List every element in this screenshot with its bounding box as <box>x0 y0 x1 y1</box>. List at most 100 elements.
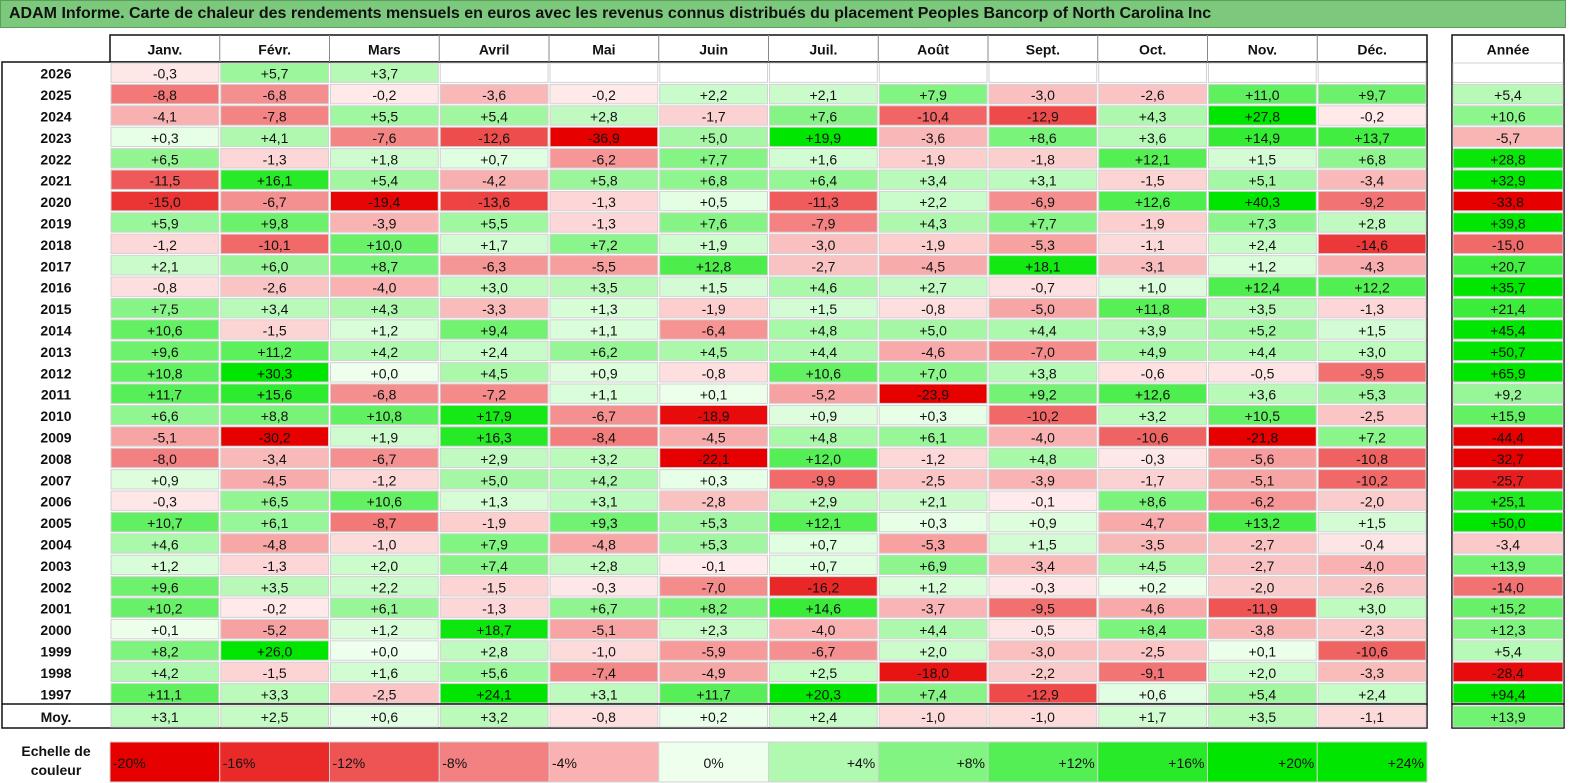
year-total-value: -25,7 <box>1492 472 1524 488</box>
cell-value: +7,9 <box>919 87 947 103</box>
cell-value: -1,3 <box>1360 301 1384 317</box>
heatmap-cell <box>1317 105 1427 126</box>
heatmap-cell <box>439 255 549 276</box>
heatmap-cell <box>1317 383 1427 404</box>
heatmap-cell <box>549 319 659 340</box>
year-total-value: +21,4 <box>1490 301 1526 317</box>
cell-value: -1,5 <box>263 665 287 681</box>
heatmap-cell <box>110 233 220 255</box>
heatmap-cell <box>659 62 768 83</box>
heatmap-cell <box>988 490 1098 511</box>
heatmap-cell <box>1317 490 1427 511</box>
cell-value: +16,1 <box>257 173 293 189</box>
heatmap-cell <box>1098 276 1207 297</box>
cell-value: +4,1 <box>261 130 289 146</box>
cell-value: -6,7 <box>263 194 287 210</box>
heatmap-cell <box>330 62 439 83</box>
heatmap-cell <box>110 490 220 511</box>
cell-value: +3,1 <box>1029 173 1057 189</box>
heatmap-cell <box>110 469 220 490</box>
heatmap-cell <box>1208 190 1317 212</box>
cell-value: +3,2 <box>1139 408 1167 424</box>
heatmap-cell <box>439 490 549 511</box>
heatmap-cell <box>439 683 549 704</box>
heatmap-cell <box>988 511 1098 533</box>
cell-value: -9,2 <box>1360 194 1384 210</box>
heatmap-cell <box>1317 597 1427 618</box>
heatmap-cell <box>769 426 878 447</box>
heatmap-cell <box>1317 62 1427 83</box>
cell-value: -4,1 <box>153 109 177 125</box>
cell-value: -1,5 <box>482 579 506 595</box>
year-total-value: -33,8 <box>1492 194 1524 210</box>
heatmap-cell <box>878 640 988 661</box>
year-total-value: +50,7 <box>1490 344 1526 360</box>
year-total-cell <box>1452 426 1564 447</box>
cell-value: -11,3 <box>808 194 839 210</box>
heatmap-cell <box>659 255 768 276</box>
cell-value: +8,7 <box>371 258 399 274</box>
cell-value: -0,2 <box>263 601 287 617</box>
cell-value: -1,9 <box>921 237 945 253</box>
cell-value: +9,3 <box>590 515 618 531</box>
legend-swatch <box>438 741 550 783</box>
legend-label: Echelle de couleur <box>2 742 110 782</box>
year-total-cell <box>1452 511 1564 533</box>
heatmap-cell <box>769 597 878 618</box>
year-total-cell <box>1452 383 1564 404</box>
heatmap-cell <box>110 83 220 105</box>
cell-value: +3,1 <box>590 686 618 702</box>
cell-value: -1,8 <box>1031 151 1055 167</box>
cell-value: -3,3 <box>1360 665 1384 681</box>
heatmap-cell <box>110 383 220 404</box>
cell-value: +5,8 <box>590 173 618 189</box>
heatmap-cell <box>1208 276 1317 297</box>
average-value: +0,6 <box>371 709 399 725</box>
cell-value: -12,9 <box>1027 109 1059 125</box>
heatmap-cell <box>110 126 220 148</box>
heatmap-cell <box>988 169 1098 190</box>
heatmap-cell <box>549 297 659 319</box>
heatmap-cell <box>988 383 1098 404</box>
cell-value: +12,6 <box>1135 387 1171 403</box>
cell-value: +1,6 <box>810 151 838 167</box>
cell-value: +16,3 <box>476 430 512 446</box>
year-total-value: -15,0 <box>1492 237 1524 253</box>
cell-value: +1,6 <box>371 665 399 681</box>
year-total-value: +50,0 <box>1490 515 1526 531</box>
cell-value: -0,3 <box>592 579 616 595</box>
cell-value: +5,0 <box>919 323 947 339</box>
cell-value: +40,3 <box>1245 194 1281 210</box>
heatmap-cell <box>439 554 549 576</box>
heatmap-cell <box>878 148 988 169</box>
year-total-cell <box>1452 148 1564 169</box>
cell-value: +6,6 <box>151 408 179 424</box>
heatmap-cell <box>439 661 549 683</box>
cell-value: -0,3 <box>153 494 177 510</box>
year-total-value: +94,4 <box>1490 686 1526 702</box>
heatmap-cell <box>110 362 220 383</box>
cell-value: +8,8 <box>261 408 289 424</box>
heatmap-cell <box>1317 169 1427 190</box>
average-cell <box>1208 705 1317 728</box>
cell-value: +1,5 <box>810 301 838 317</box>
heatmap-cell <box>659 83 768 105</box>
heatmap-cell <box>549 597 659 618</box>
heatmap-cell <box>220 640 329 661</box>
heatmap-cell <box>1208 383 1317 404</box>
heatmap-cell <box>549 683 659 704</box>
cell-value: +6,5 <box>151 151 179 167</box>
cell-value: +2,8 <box>1358 216 1386 232</box>
heatmap-cell <box>769 404 878 426</box>
heatmap-cell <box>1208 490 1317 511</box>
cell-value: +6,0 <box>261 258 289 274</box>
heatmap-cell <box>330 255 439 276</box>
heatmap-cell <box>1208 683 1317 704</box>
heatmap-cell <box>220 383 329 404</box>
month-header: Juin <box>699 42 728 58</box>
cell-value: -0,5 <box>1031 622 1055 638</box>
cell-value: +6,1 <box>919 430 947 446</box>
cell-value: +5,4 <box>480 109 508 125</box>
cell-value: +2,0 <box>1249 665 1277 681</box>
